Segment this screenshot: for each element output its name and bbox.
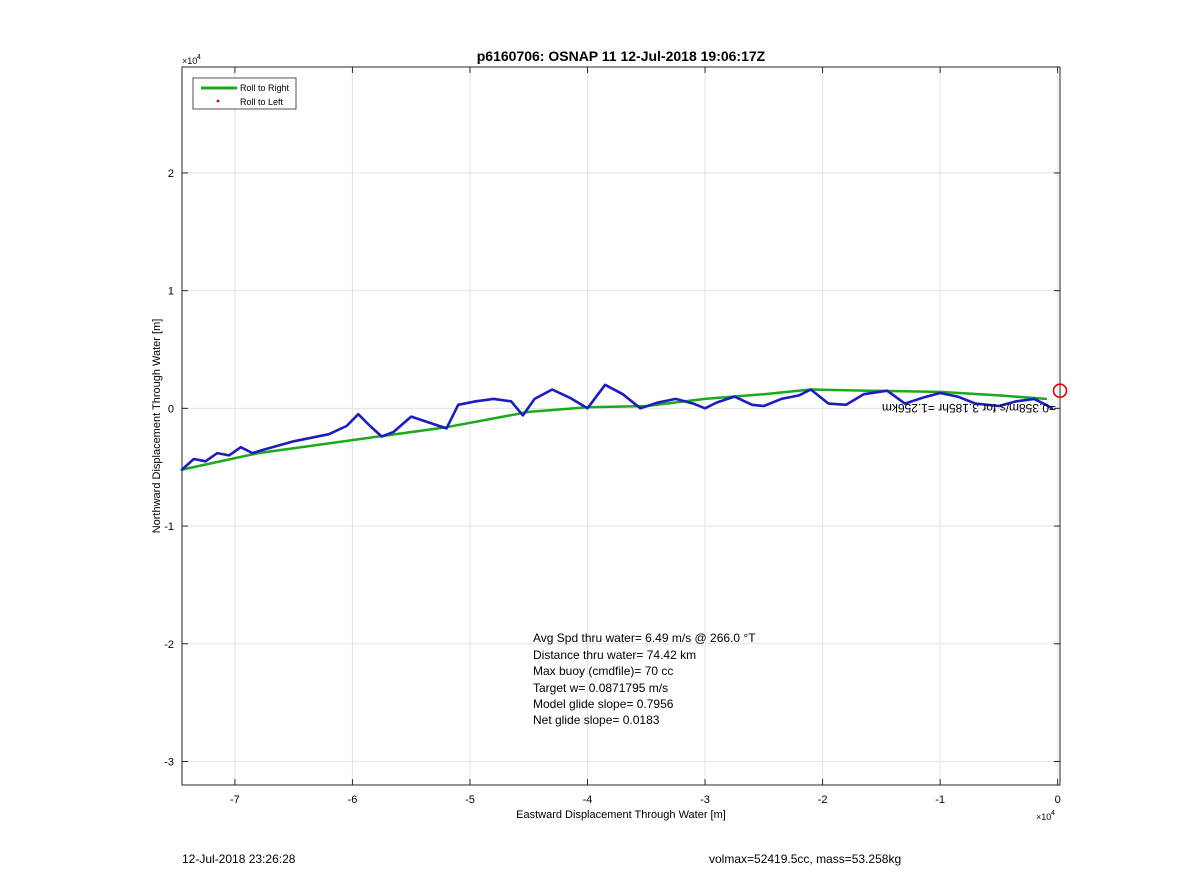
x-tick-label: -2	[818, 794, 828, 806]
x-tick-label: -6	[348, 794, 358, 806]
series-group	[180, 383, 1054, 471]
x-tick-labels: -7 -6 -5 -4 -3 -2 -1 0	[230, 794, 1061, 806]
legend-box	[192, 77, 297, 110]
y-tick-labels: -3 -2 -1 0 1 2	[164, 168, 174, 769]
y-exponent-base: ×10	[182, 56, 197, 66]
x-tick-label: 0	[1055, 794, 1061, 806]
x-axis-label: Eastward Displacement Through Water [m]	[516, 809, 726, 821]
y-tick-label: -2	[164, 639, 174, 651]
stats-annotations: Avg Spd thru water= 6.49 m/s @ 266.0 °T …	[533, 631, 756, 727]
legend-label-roll-right: Roll to Right	[240, 83, 290, 93]
annotation-avg-speed: Avg Spd thru water= 6.49 m/s @ 266.0 °T	[533, 631, 756, 645]
y-exponent: ×10 4	[182, 54, 201, 66]
annotation-model-glide: Model glide slope= 0.7956	[533, 697, 674, 711]
chart-title: p6160706: OSNAP 11 12-Jul-2018 19:06:17Z	[477, 48, 766, 64]
legend: Roll to Right Roll to Left	[192, 77, 297, 110]
legend-label-roll-left: Roll to Left	[240, 97, 284, 107]
y-tick-label: -3	[164, 756, 174, 768]
y-tick-label: 2	[168, 168, 174, 180]
x-tick-label: -4	[583, 794, 593, 806]
axis-ticks	[182, 67, 1060, 785]
x-exponent: ×10 4	[1036, 810, 1055, 822]
plot-area	[181, 66, 1061, 786]
series-roll-right-line	[180, 388, 1048, 471]
footer-timestamp: 12-Jul-2018 23:26:28	[182, 852, 296, 866]
x-tick-label: -7	[230, 794, 240, 806]
footer-vol-mass: volmax=52419.5cc, mass=53.258kg	[709, 852, 902, 866]
mirrored-annotation: =0.358m/s for 3.185hr =1.256km	[882, 401, 1056, 415]
x-exponent-power: 4	[1051, 810, 1055, 817]
x-tick-label: -3	[700, 794, 710, 806]
y-exponent-power: 4	[197, 54, 201, 61]
x-tick-label: -5	[465, 794, 475, 806]
grid-lines	[182, 67, 1060, 785]
y-axis-label: Northward Displacement Through Water [m]	[151, 319, 163, 534]
end-marker	[1052, 383, 1068, 398]
y-tick-label: 0	[168, 403, 174, 415]
legend-swatch-roll-left	[216, 99, 220, 103]
series-track-line	[180, 383, 1054, 471]
y-tick-label: -1	[164, 521, 174, 533]
annotation-max-buoy: Max buoy (cmdfile)= 70 cc	[533, 664, 673, 678]
x-tick-label: -1	[935, 794, 945, 806]
annotation-net-glide: Net glide slope= 0.0183	[533, 713, 660, 727]
annotation-target-w: Target w= 0.0871795 m/s	[533, 681, 668, 695]
x-exponent-base: ×10	[1036, 812, 1051, 822]
y-tick-label: 1	[168, 286, 174, 298]
annotation-distance: Distance thru water= 74.42 km	[533, 648, 696, 662]
